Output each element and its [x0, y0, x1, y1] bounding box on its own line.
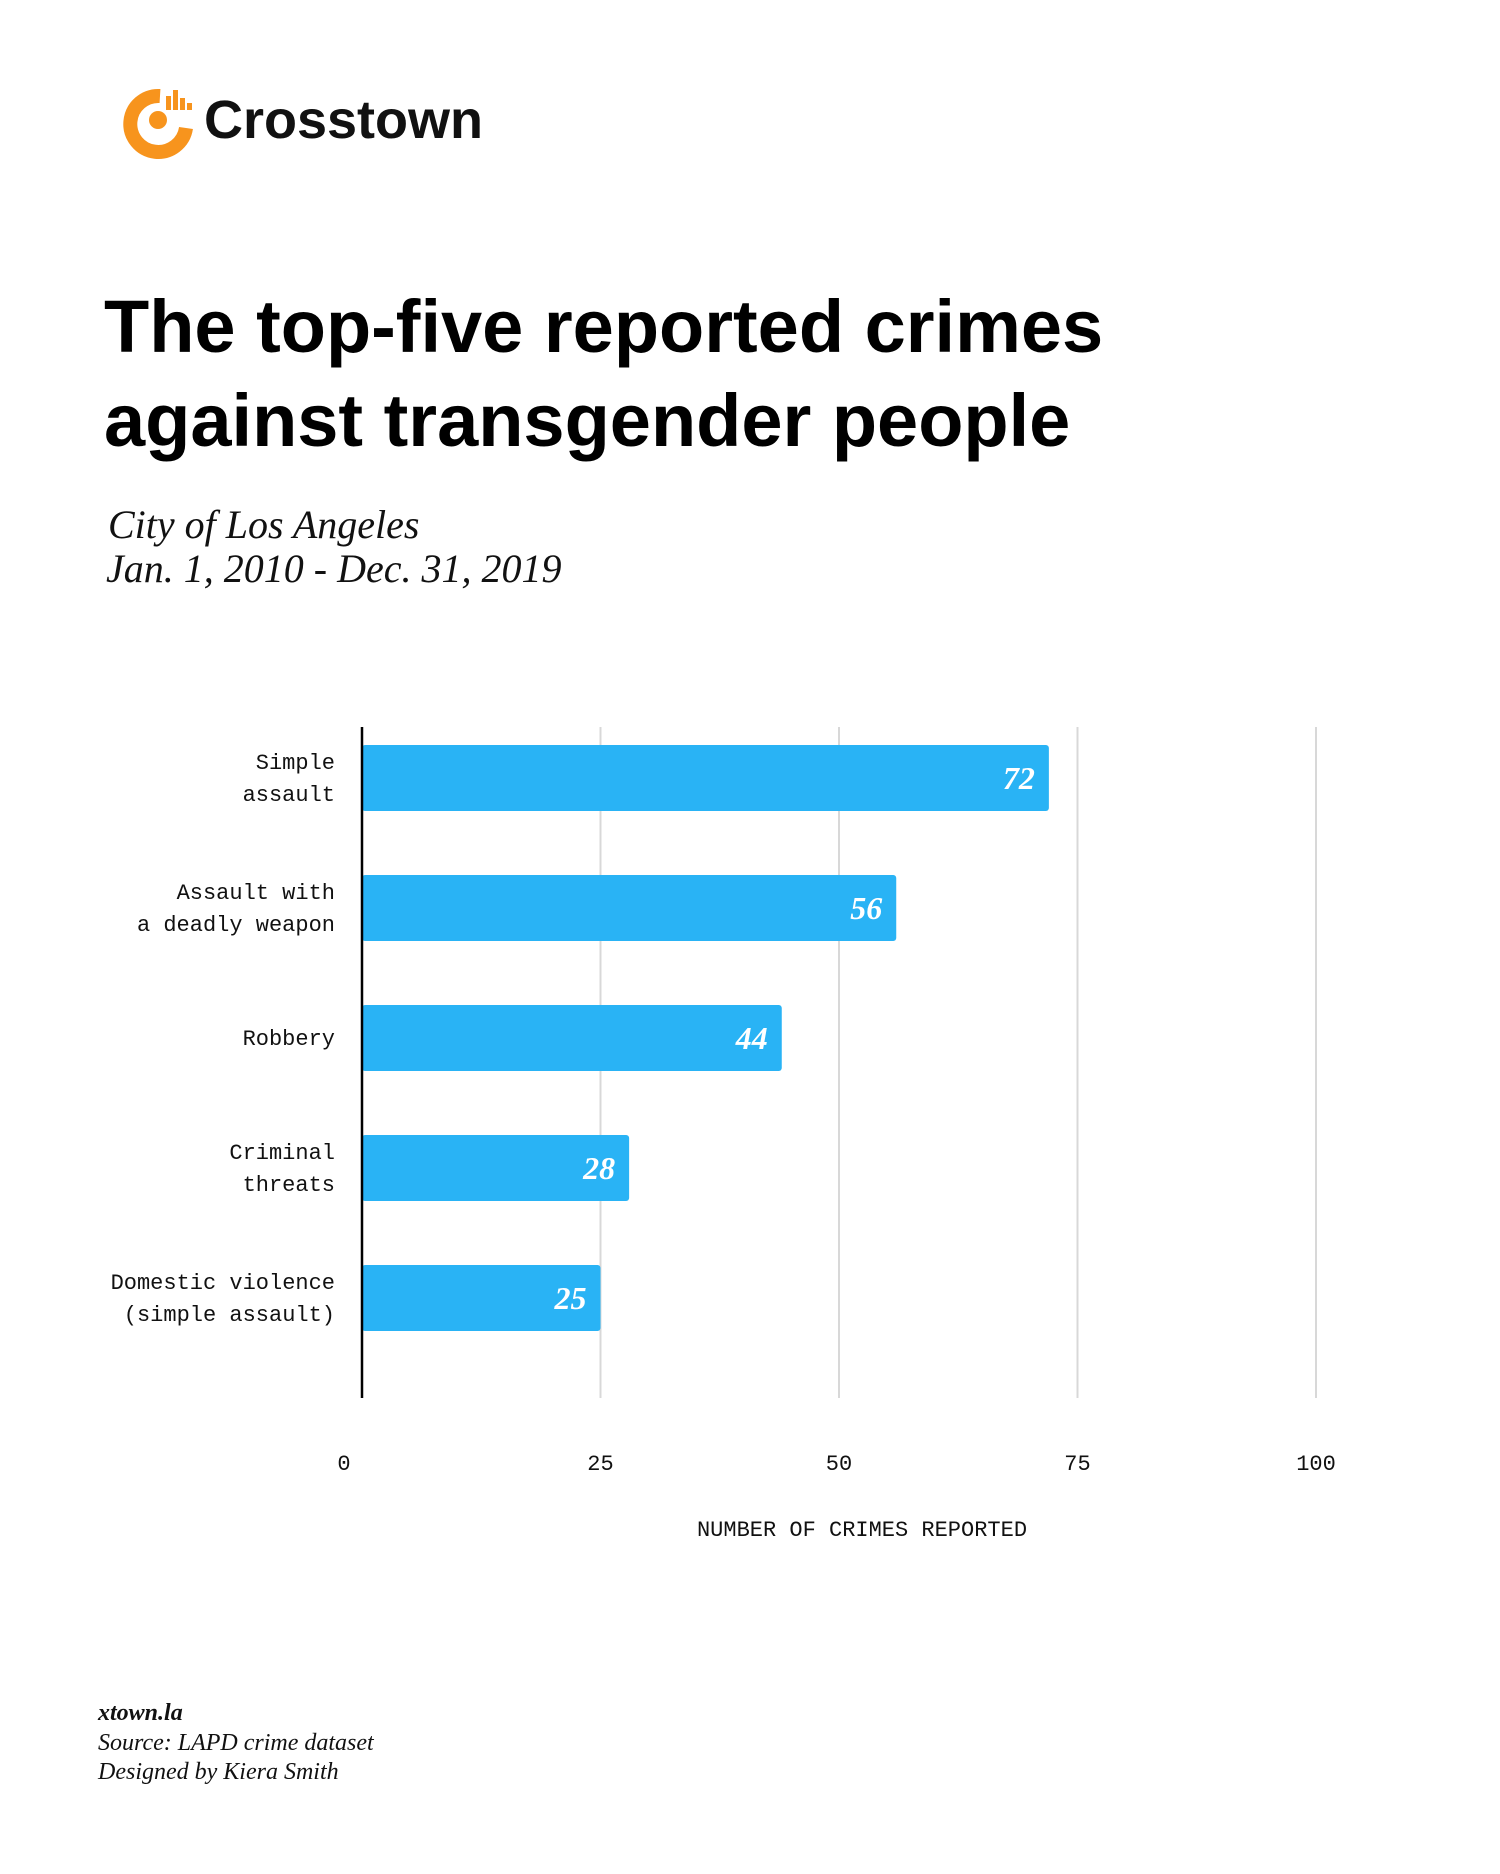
y-tick-label: threats — [243, 1173, 335, 1198]
y-tick-label: a deadly weapon — [137, 913, 335, 938]
footer: xtown.la — [97, 1700, 183, 1726]
y-tick-label: assault — [243, 783, 335, 808]
chart-title: The top-five reported crimes — [104, 285, 1103, 368]
x-tick-label: 75 — [1064, 1452, 1090, 1477]
value-label: 25 — [554, 1280, 587, 1316]
brand: Crosstown — [204, 90, 483, 150]
bar — [362, 875, 897, 941]
x-tick-label: 50 — [826, 1452, 852, 1477]
bar — [362, 1265, 601, 1331]
logo-icon — [123, 88, 193, 159]
value-label: 56 — [850, 890, 882, 926]
subtitle: Jan. 1, 2010 - Dec. 31, 2019 — [106, 546, 561, 591]
y-tick-label: Criminal — [229, 1141, 335, 1166]
y-tick-label: Simple — [256, 751, 335, 776]
y-tick-label: Robbery — [243, 1027, 335, 1052]
y-tick-label: (simple assault) — [124, 1303, 335, 1328]
value-label: 44 — [735, 1020, 768, 1056]
x-tick-label: 100 — [1296, 1452, 1336, 1477]
value-label: 72 — [1003, 760, 1035, 796]
footer: Designed by Kiera Smith — [97, 1759, 339, 1785]
bar — [362, 745, 1049, 811]
bar — [362, 1135, 630, 1201]
x-tick-label: 0 — [337, 1452, 350, 1477]
footer: Source: LAPD crime dataset — [98, 1730, 375, 1756]
subtitle: City of Los Angeles — [108, 502, 419, 547]
bar — [362, 1005, 782, 1071]
y-tick-label: Domestic violence — [111, 1271, 335, 1296]
x-axis-label: NUMBER OF CRIMES REPORTED — [697, 1518, 1027, 1543]
x-tick-label: 25 — [587, 1452, 613, 1477]
y-tick-label: Assault with — [177, 881, 335, 906]
chart-title: against transgender people — [104, 379, 1070, 462]
value-label: 28 — [582, 1150, 615, 1186]
